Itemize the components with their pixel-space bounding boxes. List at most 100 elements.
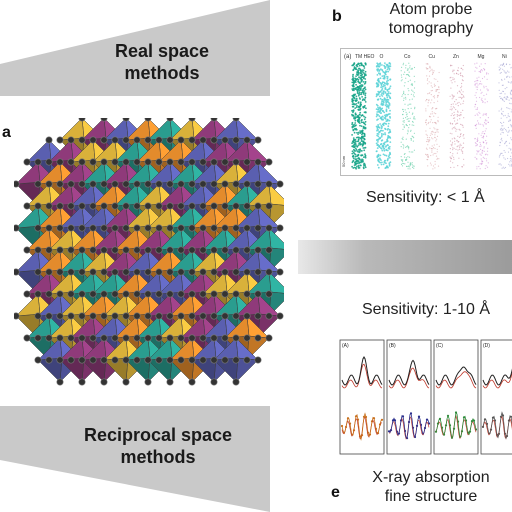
oxygen-atom bbox=[243, 202, 251, 210]
oxygen-atom bbox=[45, 268, 53, 276]
oxygen-atom bbox=[232, 158, 240, 166]
oxygen-atom bbox=[122, 202, 130, 210]
oxygen-atom bbox=[67, 158, 75, 166]
oxygen-atom bbox=[34, 334, 42, 342]
oxygen-atom bbox=[243, 334, 251, 342]
oxygen-atom bbox=[188, 356, 196, 364]
oxygen-atom bbox=[100, 378, 108, 386]
oxygen-atom bbox=[221, 180, 229, 188]
oxygen-atom bbox=[210, 180, 218, 188]
oxygen-atom bbox=[122, 356, 130, 364]
oxygen-atom bbox=[45, 334, 53, 342]
oxygen-atom bbox=[166, 224, 174, 232]
apt-atom-column bbox=[375, 62, 392, 169]
oxygen-atom bbox=[155, 290, 163, 298]
oxygen-atom bbox=[188, 290, 196, 298]
oxygen-atom bbox=[122, 290, 130, 298]
oxygen-atom bbox=[155, 334, 163, 342]
crystal-structure-illustration bbox=[14, 118, 284, 386]
oxygen-atom bbox=[166, 158, 174, 166]
oxygen-atom bbox=[45, 290, 53, 298]
oxygen-atom bbox=[210, 334, 218, 342]
oxygen-atom bbox=[199, 290, 207, 298]
oxygen-atom bbox=[155, 158, 163, 166]
oxygen-atom bbox=[133, 268, 141, 276]
oxygen-atom bbox=[14, 268, 20, 276]
oxygen-atom bbox=[232, 246, 240, 254]
oxygen-atom bbox=[111, 136, 119, 144]
oxygen-atom bbox=[14, 224, 20, 232]
oxygen-atom bbox=[265, 224, 273, 232]
oxygen-atom bbox=[67, 334, 75, 342]
oxygen-atom bbox=[177, 246, 185, 254]
apt-scale-label: 50 nm bbox=[341, 155, 346, 167]
apt-column-label: Cu bbox=[429, 54, 436, 60]
oxygen-atom bbox=[221, 290, 229, 298]
oxygen-atom bbox=[67, 224, 75, 232]
oxygen-atom bbox=[89, 268, 97, 276]
oxygen-atom bbox=[144, 202, 152, 210]
oxygen-atom bbox=[221, 136, 229, 144]
oxygen-atom bbox=[45, 136, 53, 144]
oxygen-atom bbox=[221, 268, 229, 276]
oxygen-atom bbox=[56, 246, 64, 254]
oxygen-atom bbox=[56, 290, 64, 298]
oxygen-atom bbox=[243, 246, 251, 254]
oxygen-atom bbox=[89, 158, 97, 166]
oxygen-atom bbox=[67, 268, 75, 276]
oxygen-atom bbox=[111, 268, 119, 276]
apt-atom-column bbox=[449, 64, 465, 169]
oxygen-atom bbox=[276, 268, 284, 276]
oxygen-atom bbox=[122, 378, 130, 386]
reciprocal-space-wedge bbox=[0, 406, 270, 512]
oxygen-atom bbox=[89, 312, 97, 320]
oxygen-atom bbox=[111, 356, 119, 364]
oxygen-atom bbox=[100, 334, 108, 342]
oxygen-atom bbox=[78, 136, 86, 144]
oxygen-atom bbox=[232, 334, 240, 342]
oxygen-atom bbox=[210, 268, 218, 276]
oxygen-atom bbox=[122, 158, 130, 166]
xafs-sensitivity: Sensitivity: 1-10 Å bbox=[362, 301, 491, 318]
oxygen-atom bbox=[45, 180, 53, 188]
oxygen-atom bbox=[177, 158, 185, 166]
oxygen-atom bbox=[89, 202, 97, 210]
oxygen-atom bbox=[56, 356, 64, 364]
oxygen-atom bbox=[243, 158, 251, 166]
xafs-subpanel-tag: (A) bbox=[342, 343, 349, 349]
oxygen-atom bbox=[188, 136, 196, 144]
oxygen-atom bbox=[166, 246, 174, 254]
oxygen-atom bbox=[34, 224, 42, 232]
oxygen-atom bbox=[254, 268, 262, 276]
xafs-subpanel-tag: (B) bbox=[389, 343, 396, 349]
oxygen-atom bbox=[100, 246, 108, 254]
oxygen-atom bbox=[144, 312, 152, 320]
oxygen-atom bbox=[199, 158, 207, 166]
oxygen-atom bbox=[155, 246, 163, 254]
oxygen-atom bbox=[23, 158, 31, 166]
panel-a-letter: a bbox=[2, 124, 11, 141]
oxygen-atom bbox=[89, 180, 97, 188]
oxygen-atom bbox=[210, 290, 218, 298]
apt-column-label: Zn bbox=[453, 54, 459, 60]
oxygen-atom bbox=[166, 136, 174, 144]
oxygen-atom bbox=[100, 290, 108, 298]
oxygen-atom bbox=[177, 224, 185, 232]
oxygen-atom bbox=[100, 158, 108, 166]
oxygen-atom bbox=[254, 158, 262, 166]
oxygen-atom bbox=[133, 180, 141, 188]
oxygen-atom bbox=[100, 118, 108, 122]
xafs-spectra-image: (A) (B) (C) (D) bbox=[337, 338, 512, 458]
oxygen-atom bbox=[265, 312, 273, 320]
oxygen-atom bbox=[100, 180, 108, 188]
apt-atom-column bbox=[400, 62, 416, 170]
oxygen-atom bbox=[155, 136, 163, 144]
oxygen-atom bbox=[100, 224, 108, 232]
oxygen-atom bbox=[265, 290, 273, 298]
oxygen-atom bbox=[78, 334, 86, 342]
oxygen-atom bbox=[188, 312, 196, 320]
oxygen-atom bbox=[133, 136, 141, 144]
oxygen-atom bbox=[56, 378, 64, 386]
oxygen-atom bbox=[45, 356, 53, 364]
atom-probe-sensitivity: Sensitivity: < 1 Å bbox=[366, 189, 485, 206]
